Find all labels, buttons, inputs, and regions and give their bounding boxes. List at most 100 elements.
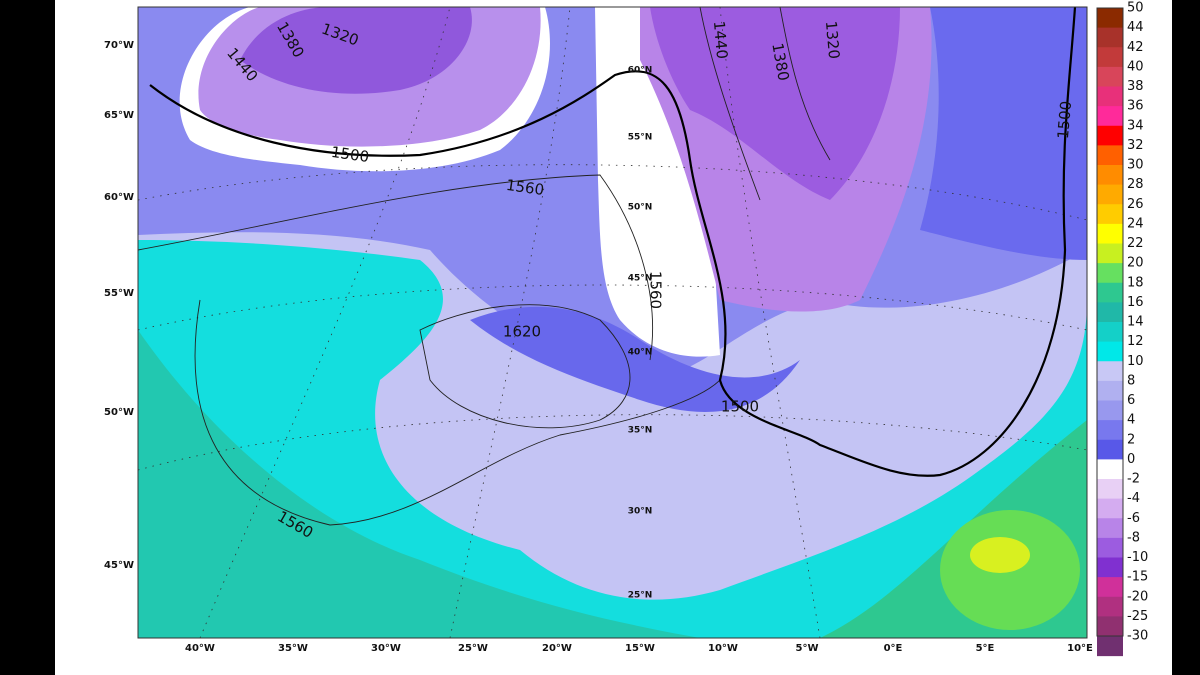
colorbar-swatch: [1097, 204, 1123, 225]
colorbar-label: 4: [1127, 413, 1135, 428]
colorbar-label: 24: [1127, 216, 1144, 231]
colorbar-swatch: [1097, 361, 1123, 382]
lon-label: 25°W: [458, 643, 488, 654]
colorbar-swatch: [1097, 282, 1123, 303]
grid-label: 40°N: [628, 348, 653, 358]
lat-label: 70°W: [104, 40, 134, 51]
colorbar-label: 0: [1127, 452, 1135, 467]
colorbar-swatch: [1097, 439, 1123, 460]
lat-label: 55°W: [104, 288, 134, 299]
contour-label: 1560: [505, 176, 545, 199]
colorbar-swatch: [1097, 66, 1123, 87]
colorbar-swatch: [1097, 243, 1123, 264]
colorbar-swatch: [1097, 145, 1123, 166]
colorbar-label: 34: [1127, 118, 1144, 133]
colorbar-label: 42: [1127, 40, 1144, 55]
lon-label: 35°W: [278, 643, 308, 654]
grid-label: 35°N: [628, 426, 653, 436]
contour-label: 1620: [503, 323, 541, 341]
colorbar-swatch: [1097, 341, 1123, 362]
lon-label: 5°W: [796, 643, 819, 654]
contours-thin: [138, 7, 831, 526]
zone: [138, 330, 700, 638]
colorbar-swatch: [1097, 537, 1123, 558]
zone: [240, 7, 472, 94]
colorbar-swatch: [1097, 616, 1123, 637]
colorbar-swatch: [1097, 106, 1123, 127]
colorbar-swatch: [1097, 636, 1123, 657]
lon-label: 5°E: [976, 643, 995, 654]
colorbar-label: 8: [1127, 373, 1135, 388]
colorbar-label: 6: [1127, 393, 1135, 408]
lon-label: 20°W: [542, 643, 572, 654]
lon-label: 10°W: [708, 643, 738, 654]
grid-label: 30°N: [628, 507, 653, 517]
zone: [470, 306, 800, 412]
zone: [920, 7, 1087, 260]
colorbar-swatch: [1097, 322, 1123, 343]
colorbar-label: 22: [1127, 236, 1144, 251]
grid-label: 45°N: [628, 274, 653, 284]
colorbar-label: 12: [1127, 334, 1144, 349]
colorbar-label: 2: [1127, 432, 1135, 447]
colorbar-swatch: [1097, 577, 1123, 598]
colorbar-label: 38: [1127, 79, 1144, 94]
colorbar-swatch: [1097, 420, 1123, 441]
colorbar-label: -25: [1127, 609, 1148, 624]
colorbar-label: -8: [1127, 530, 1140, 545]
colorbar-label: -15: [1127, 570, 1148, 585]
contour-label: 1320: [822, 20, 843, 60]
contour-label: 1500: [721, 398, 759, 416]
colorbar-swatch: [1097, 302, 1123, 323]
colorbar-label: -20: [1127, 589, 1148, 604]
lat-label: 45°W: [104, 560, 134, 571]
colorbar-label: 30: [1127, 158, 1144, 173]
colorbar-frame: [1096, 7, 1124, 637]
contour-1500: [149, 7, 1077, 477]
colorbar-swatch: [1097, 27, 1123, 48]
colorbar-label: 14: [1127, 315, 1144, 330]
colorbar-label: 10: [1127, 354, 1144, 369]
lat-label: 60°W: [104, 192, 134, 203]
colorbar-label: -10: [1127, 550, 1148, 565]
colorbar-swatch: [1097, 165, 1123, 186]
colorbar-swatch: [1097, 125, 1123, 146]
lon-label: 40°W: [185, 643, 215, 654]
grid-label: 50°N: [628, 203, 653, 213]
colorbar-swatch: [1097, 263, 1123, 284]
colorbar-swatch: [1097, 479, 1123, 500]
colorbar-label: -30: [1127, 629, 1148, 644]
colorbar-swatch: [1097, 596, 1123, 617]
colorbar: 5044424038363432302826242220181614121086…: [1096, 1, 1148, 657]
colorbar-swatch: [1097, 400, 1123, 421]
colorbar-swatch: [1097, 223, 1123, 244]
contour-label: 1440: [710, 20, 731, 60]
colorbar-label: 50: [1127, 1, 1144, 16]
zone: [650, 7, 900, 200]
lat-label: 65°W: [104, 110, 134, 121]
colorbar-label: 40: [1127, 59, 1144, 74]
colorbar-label: 28: [1127, 177, 1144, 192]
lon-label: 10°E: [1067, 643, 1093, 654]
colorbar-swatch: [1097, 459, 1123, 480]
lon-label: 0°E: [884, 643, 903, 654]
colorbar-swatch: [1097, 47, 1123, 68]
colorbar-label: -4: [1127, 491, 1140, 506]
contour-label: 1500: [1054, 100, 1075, 140]
graticule: [138, 7, 1087, 638]
map-frame: [137, 6, 1088, 639]
colorbar-label: 26: [1127, 197, 1144, 212]
grid-label: 25°N: [628, 591, 653, 601]
contour-label: 1560: [647, 271, 665, 309]
contour-label: 1500: [330, 143, 370, 166]
colorbar-label: 16: [1127, 295, 1144, 310]
colorbar-swatch: [1097, 86, 1123, 107]
colorbar-label: -2: [1127, 472, 1140, 487]
grid-label: 60°N: [628, 66, 653, 76]
lat-label: 50°W: [104, 407, 134, 418]
colorbar-swatch: [1097, 518, 1123, 539]
colorbar-swatch: [1097, 498, 1123, 519]
colorbar-swatch: [1097, 380, 1123, 401]
